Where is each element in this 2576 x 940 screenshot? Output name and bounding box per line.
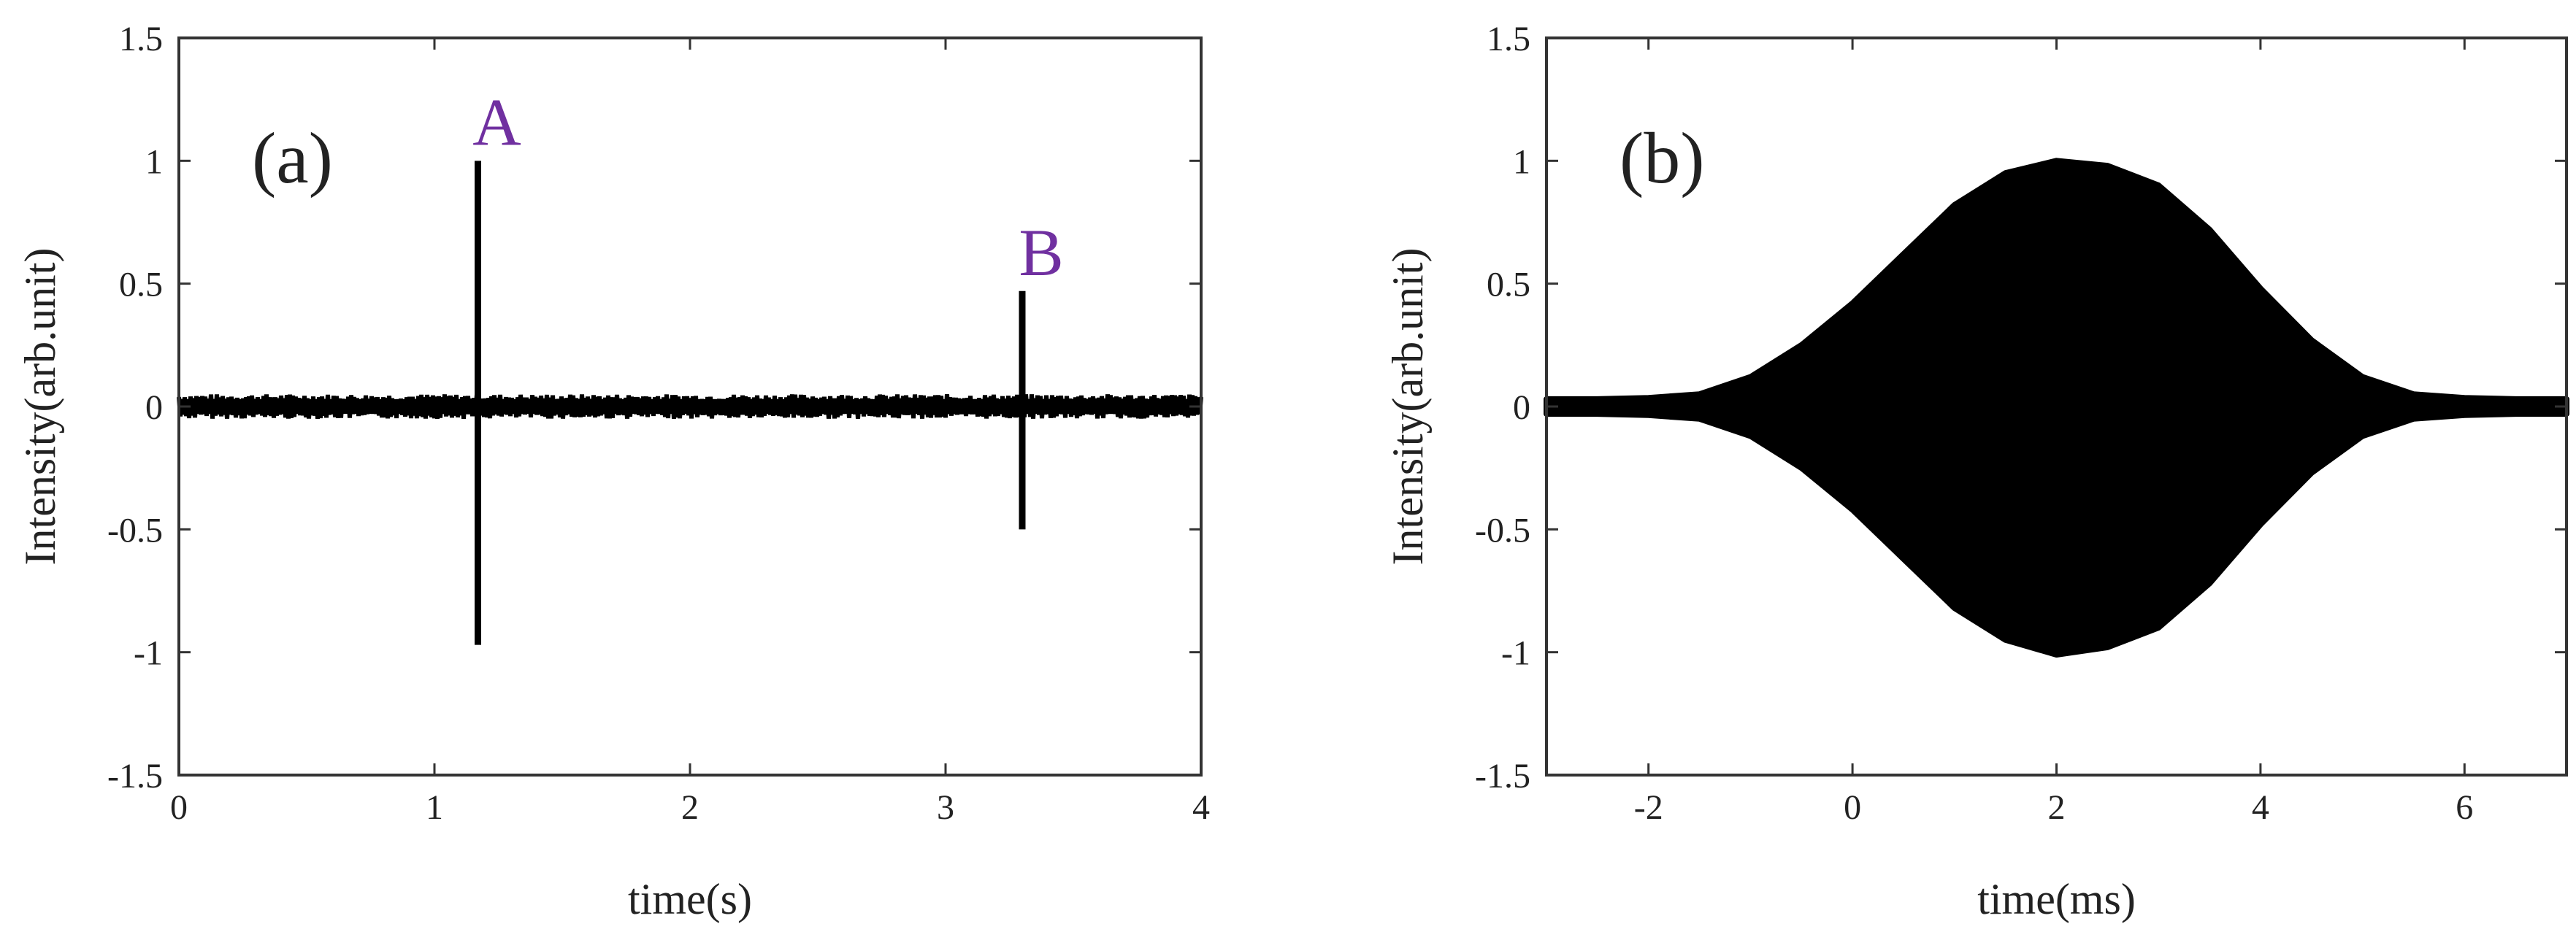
y-tick-label: -1	[134, 634, 163, 673]
x-tick-label: 4	[2252, 788, 2269, 827]
y-tick-label: 1	[1513, 142, 1530, 181]
y-tick-label: 0	[145, 388, 163, 427]
annotation-b: B	[1019, 215, 1063, 290]
panel-label-b: (b)	[1619, 118, 1705, 199]
panel-label-a: (a)	[252, 118, 333, 199]
x-tick-label: -2	[1634, 788, 1663, 827]
y-axis-label-b: Intensity(arb.unit)	[1384, 248, 1432, 566]
y-tick-label: -1.5	[1475, 757, 1530, 795]
y-tick-label: 0.5	[119, 266, 163, 304]
annotations-a: AB	[472, 85, 1063, 289]
x-tick-label: 0	[1844, 788, 1861, 827]
x-tick-label: 2	[681, 788, 699, 827]
x-tick-label: 1	[426, 788, 443, 827]
x-axis-label-b: time(ms)	[1977, 875, 2136, 923]
y-tick-label: 1.5	[1487, 20, 1530, 58]
y-ticks-a: -1.5 -1 -0.5 0 0.5 1 1.5	[107, 20, 1201, 795]
y-tick-label: -0.5	[107, 511, 163, 550]
y-tick-label: 0	[1513, 388, 1530, 427]
y-tick-label: -0.5	[1475, 511, 1530, 550]
x-tick-label: 6	[2456, 788, 2473, 827]
noise-band-a	[177, 393, 1203, 420]
spikes-a	[475, 161, 1026, 645]
x-tick-label: 2	[2048, 788, 2066, 827]
annotation-a: A	[472, 85, 521, 159]
y-axis-label-a: Intensity(arb.unit)	[16, 248, 64, 566]
noise-core	[182, 398, 1198, 415]
y-tick-label: -1	[1501, 634, 1530, 673]
x-ticks-a: 0 1 2 3 4	[170, 38, 1210, 827]
x-tick-label: 4	[1192, 788, 1210, 827]
x-ticks-b: -2 0 2 4 6	[1634, 38, 2473, 827]
y-ticks-b: -1.5 -1 -0.5 0 0.5 1 1.5	[1475, 20, 2567, 795]
x-axis-label-a: time(s)	[628, 875, 752, 923]
x-tick-label: 3	[937, 788, 954, 827]
y-tick-label: 1.5	[119, 20, 163, 58]
y-tick-label: -1.5	[107, 757, 163, 795]
chart-panel-b: -2 0 2 4 6 -1.5 -1 -0.5 0 0.5 1 1.5 time(ms) Inten…	[1384, 20, 2569, 923]
y-tick-label: 1	[145, 142, 163, 181]
x-tick-label: 0	[170, 788, 188, 827]
y-tick-label: 0.5	[1487, 266, 1530, 304]
